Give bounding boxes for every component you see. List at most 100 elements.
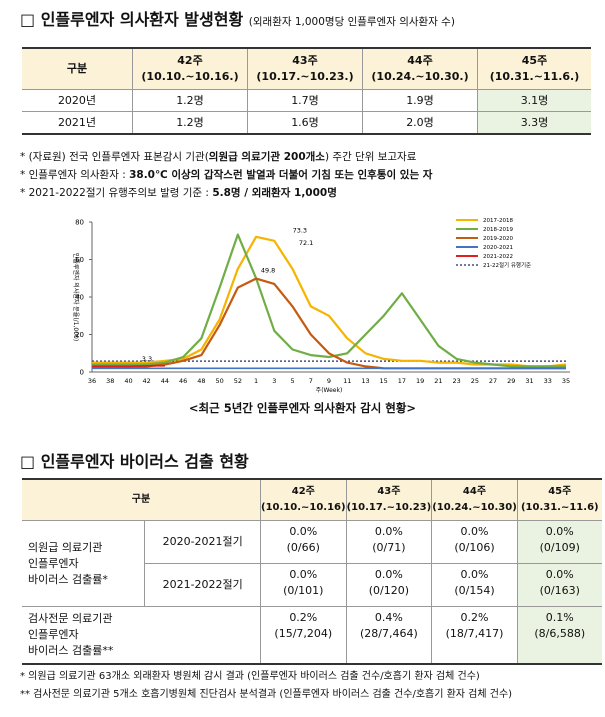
cell: 2020년: [22, 89, 133, 112]
cell-text: 구분: [131, 494, 151, 505]
cell: 1.2명: [132, 89, 248, 112]
header-row: 구분 42주 (10.10.~10.16) 43주 (10.17.~10.23) 44주 (…: [22, 478, 602, 521]
row: 2021년 1.2명 1.6명 2.0명 3.3명: [22, 111, 591, 135]
cell-line: (8/6,588): [534, 627, 586, 640]
cell-line: (10.24.~10.30): [432, 502, 517, 513]
annotation: 73.3: [293, 227, 307, 235]
annotation: 49.8: [261, 267, 275, 275]
note-part: 의원급 의료기관 200개소: [208, 151, 325, 163]
cell-line: 0.2%: [289, 611, 318, 624]
y-tick-label: 40: [75, 294, 84, 302]
header-cell: 43주 (10.17.~10.23): [345, 478, 433, 521]
note-part: * 2021-2022절기 유행주의보 발령 기준 :: [20, 187, 213, 199]
x-tick-label: 33: [544, 377, 552, 385]
legend-label: 2019-2020: [483, 236, 513, 242]
cell-line: (0/154): [454, 584, 495, 597]
cell: 0.0% (0/66): [260, 520, 347, 564]
cell-line: (10.31.~11.6): [520, 502, 599, 513]
x-tick-label: 52: [234, 377, 242, 385]
cell-line: 43주: [377, 486, 401, 497]
x-tick-label: 31: [525, 377, 533, 385]
chart-caption: <최근 5년간 인플루엔자 의사환자 감시 현황>: [188, 401, 417, 415]
section-title: □ 인플루엔자 의사환자 발생현황 (외래환자 1,000명당 인플루엔자 의사…: [20, 6, 455, 30]
x-tick-label: 1: [254, 377, 258, 385]
x-tick-label: 25: [471, 377, 479, 385]
y-tick-label: 20: [75, 331, 84, 339]
cell-line: 0.0%: [289, 568, 318, 581]
x-tick-label: 17: [398, 377, 406, 385]
x-tick-label: 42: [143, 377, 151, 385]
cell-line: (0/71): [372, 541, 406, 554]
season: 2021-2022절기: [144, 563, 261, 607]
note: * 2021-2022절기 유행주의보 발령 기준 : 5.8명 / 외래환자 …: [20, 184, 432, 202]
x-tick-label: 40: [124, 377, 132, 385]
cell: 0.2% (18/7,417): [431, 606, 518, 665]
legend-label: 2020-2021: [483, 245, 513, 251]
header-cell: 45주 (10.31.~11.6): [516, 478, 602, 521]
section-title: □ 인플루엔자 바이러스 검출 현황: [20, 452, 249, 471]
cell-line: (0/106): [454, 541, 495, 554]
note-part: 38.0℃ 이상의 갑작스런 발열과 더불어 기침 또는 인후통이 있는 자: [129, 169, 433, 181]
cell-line: 44주: [462, 486, 487, 497]
cell: 0.0% (0/101): [260, 563, 347, 607]
cell-line: (0/109): [539, 541, 580, 554]
x-tick-label: 35: [562, 377, 570, 385]
cell-line: 0.0%: [374, 568, 403, 581]
series-line: [92, 233, 566, 368]
cell-line: 42주: [177, 54, 203, 67]
y-tick-label: 0: [80, 369, 84, 377]
cell-line: (15/7,204): [274, 627, 333, 640]
header-cell: 43주 (10.17.~10.23.): [247, 47, 363, 90]
x-tick-label: 21: [434, 377, 442, 385]
cell-line: 45주: [548, 486, 572, 497]
cell-line: 바이러스 검출률*: [28, 572, 108, 586]
cell: 1.7명: [247, 89, 363, 112]
cell-line: 0.4%: [374, 611, 403, 624]
cell: 3.3명: [477, 111, 591, 135]
x-tick-label: 44: [161, 377, 169, 385]
y-tick-label: 80: [75, 219, 84, 227]
footnote: ** 검사전문 의료기관 5개소 호흡기병원체 진단검사 분석결과 (인플루엔자…: [20, 689, 513, 700]
note-part: 5.8명 / 외래환자 1,000명: [212, 187, 337, 199]
table-1: 구분 42주 (10.10.~10.16.) 43주 (10.17.~10.23.) 44…: [22, 47, 591, 135]
cell-line: 43주: [292, 54, 318, 67]
y-axis-label: 인플루엔자 의사환자 분율(/1,000): [72, 253, 80, 341]
legend-label: 2017-2018: [483, 218, 513, 224]
legend-label: 2018-2019: [483, 227, 513, 233]
cell: 0.1% (8/6,588): [516, 606, 602, 665]
cell: 1.9명: [362, 89, 478, 112]
x-tick-label: 13: [361, 377, 369, 385]
cell-line: 0.0%: [289, 525, 318, 538]
chart: 인플루엔자 의사환자 분율(/1,000) 0 20 40 60 80 36 38 40 42 44…: [72, 218, 570, 394]
cell-line: 0.2%: [460, 611, 489, 624]
cell-line: (10.10.~10.16.): [141, 70, 239, 83]
note-part: * (자료원) 전국 인플루엔자 표본감시 기관(: [20, 151, 209, 163]
cell-line: 의원급 의료기관: [28, 540, 103, 554]
table-1-wrap: 구분 42주 (10.10.~10.16.) 43주 (10.17.~10.23.) 44…: [22, 47, 591, 135]
cell-line: 45주: [521, 54, 548, 67]
x-tick-label: 7: [309, 377, 313, 385]
cell: 0.0% (0/163): [516, 563, 602, 607]
cell-line: 44주: [407, 54, 433, 67]
row: 의원급 의료기관 인플루엔자 바이러스 검출률* 2020-2021절기 0.0% (0/…: [22, 520, 602, 607]
cell: 2.0명: [362, 111, 478, 135]
x-tick-label: 19: [416, 377, 424, 385]
row: 검사전문 의료기관 인플루엔자 바이러스 검출률** 0.2% (15/7,204) 0.…: [22, 606, 602, 665]
x-tick-label: 3: [272, 377, 276, 385]
note-part: * 인플루엔자 의사환자 :: [20, 169, 130, 181]
note: * (자료원) 전국 인플루엔자 표본감시 기관(의원급 의료기관 200개소)…: [20, 148, 432, 166]
cell-line: (0/163): [539, 584, 580, 597]
x-axis-label: 주(Week): [316, 387, 343, 394]
cell-line: (10.31.~11.6.): [489, 70, 580, 83]
subtitle: (외래환자 1,000명당 인플루엔자 의사환자 수): [248, 16, 455, 28]
cell-line: (10.24.~10.30.): [371, 70, 469, 83]
cell-line: (10.17.~10.23): [346, 502, 432, 513]
x-tick-label: 27: [489, 377, 497, 385]
annotation: 3.3: [142, 355, 152, 363]
cell-line: 0.0%: [545, 525, 574, 538]
cell-line: 인플루엔자: [28, 628, 79, 641]
cell-line: 0.0%: [374, 525, 403, 538]
cell-line: 바이러스 검출률**: [28, 644, 114, 657]
row: 2020년 1.2명 1.7명 1.9명 3.1명: [22, 89, 591, 112]
